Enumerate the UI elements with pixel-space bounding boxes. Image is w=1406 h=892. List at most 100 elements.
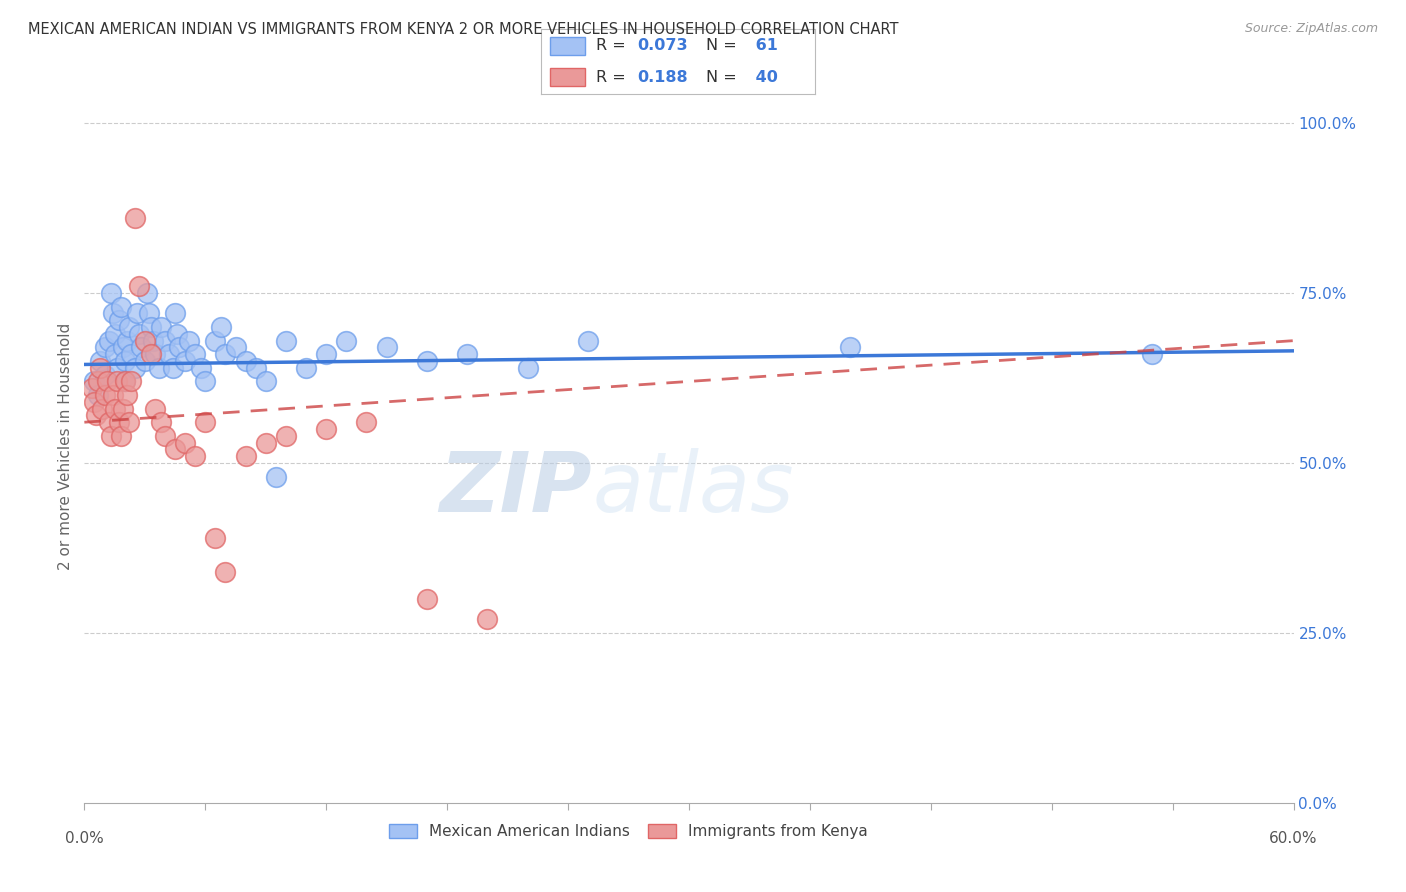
Point [110, 429, 132, 443]
Point [184, 347, 207, 361]
Point [254, 435, 277, 450]
Point [107, 313, 129, 327]
Point [118, 415, 141, 429]
Point [97, 334, 120, 348]
Point [235, 449, 257, 463]
Point [225, 341, 247, 355]
Point [153, 334, 176, 348]
Point [89, 354, 111, 368]
Point [91, 401, 114, 416]
Point [115, 334, 138, 348]
Point [118, 320, 141, 334]
Point [120, 347, 142, 361]
Point [456, 347, 478, 361]
Text: 0.073: 0.073 [637, 38, 688, 54]
Point [264, 469, 287, 483]
Point [139, 320, 162, 334]
Point [214, 565, 236, 579]
Text: 0.188: 0.188 [637, 70, 688, 85]
Point [174, 354, 197, 368]
Text: 61: 61 [749, 38, 778, 54]
Point [101, 306, 124, 320]
Point [82, 381, 104, 395]
Point [204, 334, 226, 348]
Point [129, 341, 152, 355]
Point [138, 306, 160, 320]
Point [107, 415, 129, 429]
Point [209, 320, 232, 334]
Point [356, 415, 378, 429]
Point [839, 341, 862, 355]
Point [245, 360, 267, 375]
Point [93, 388, 115, 402]
Point [416, 354, 439, 368]
Point [516, 360, 538, 375]
Point [83, 375, 105, 389]
Point [157, 347, 180, 361]
Point [153, 429, 176, 443]
Point [124, 211, 146, 226]
FancyBboxPatch shape [550, 37, 585, 55]
Point [135, 286, 157, 301]
Point [416, 591, 439, 606]
Point [179, 334, 201, 348]
Point [83, 394, 105, 409]
Point [162, 360, 184, 375]
Point [576, 334, 599, 348]
Point [111, 341, 134, 355]
Point [143, 401, 166, 416]
Point [149, 320, 172, 334]
Point [101, 388, 124, 402]
Point [214, 347, 236, 361]
Point [165, 442, 187, 457]
Text: 0.0%: 0.0% [65, 831, 104, 847]
Point [174, 435, 197, 450]
Text: 40: 40 [749, 70, 778, 85]
Point [235, 354, 257, 368]
Point [96, 375, 118, 389]
Point [93, 341, 115, 355]
Point [148, 360, 170, 375]
Point [128, 279, 150, 293]
Point [105, 375, 128, 389]
Legend: Mexican American Indians, Immigrants from Kenya: Mexican American Indians, Immigrants fro… [384, 818, 873, 845]
Point [110, 300, 132, 314]
Point [194, 375, 217, 389]
Point [115, 388, 138, 402]
Point [375, 341, 398, 355]
Point [89, 360, 111, 375]
Text: N =: N = [706, 38, 742, 54]
Point [114, 375, 136, 389]
Point [477, 612, 499, 626]
Point [184, 449, 207, 463]
Point [335, 334, 357, 348]
FancyBboxPatch shape [550, 68, 585, 86]
Point [190, 360, 212, 375]
Point [100, 429, 122, 443]
Point [165, 306, 187, 320]
Text: N =: N = [706, 70, 742, 85]
Point [194, 415, 217, 429]
Point [104, 326, 127, 341]
Point [86, 409, 108, 423]
Text: atlas: atlas [592, 449, 794, 529]
Text: Source: ZipAtlas.com: Source: ZipAtlas.com [1244, 22, 1378, 36]
Y-axis label: 2 or more Vehicles in Household: 2 or more Vehicles in Household [58, 322, 73, 570]
Point [166, 326, 188, 341]
Point [97, 415, 120, 429]
Point [87, 388, 110, 402]
Point [315, 347, 337, 361]
Point [124, 360, 146, 375]
Point [128, 326, 150, 341]
Point [93, 368, 115, 382]
Point [104, 401, 127, 416]
Text: MEXICAN AMERICAN INDIAN VS IMMIGRANTS FROM KENYA 2 OR MORE VEHICLES IN HOUSEHOLD: MEXICAN AMERICAN INDIAN VS IMMIGRANTS FR… [28, 22, 898, 37]
Point [114, 375, 136, 389]
Point [204, 531, 226, 545]
Point [87, 375, 110, 389]
Point [167, 341, 190, 355]
Point [254, 375, 277, 389]
Point [149, 415, 172, 429]
Text: ZIP: ZIP [440, 449, 592, 529]
Point [143, 347, 166, 361]
